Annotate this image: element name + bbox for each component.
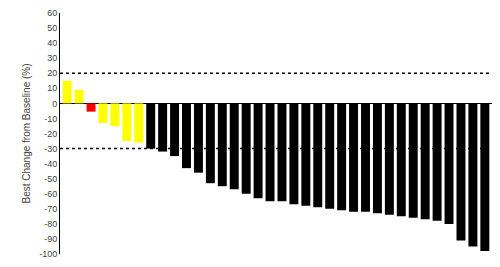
svg-text:50: 50 xyxy=(47,23,57,33)
svg-text:30: 30 xyxy=(47,53,57,63)
svg-text:-30: -30 xyxy=(44,144,57,154)
svg-text:-90: -90 xyxy=(44,234,57,244)
svg-text:20: 20 xyxy=(47,68,57,78)
svg-text:40: 40 xyxy=(47,38,57,48)
svg-text:10: 10 xyxy=(47,83,57,93)
svg-text:-70: -70 xyxy=(44,204,57,214)
svg-text:60: 60 xyxy=(47,8,57,18)
svg-text:-10: -10 xyxy=(44,114,57,124)
svg-text:0: 0 xyxy=(52,99,57,109)
svg-text:-100: -100 xyxy=(39,249,57,259)
svg-text:-80: -80 xyxy=(44,219,57,229)
svg-text:-60: -60 xyxy=(44,189,57,199)
svg-text:-20: -20 xyxy=(44,129,57,139)
svg-text:-40: -40 xyxy=(44,159,57,169)
svg-text:Best Change from Baseline (%): Best Change from Baseline (%) xyxy=(21,63,32,203)
svg-text:-50: -50 xyxy=(44,174,57,184)
